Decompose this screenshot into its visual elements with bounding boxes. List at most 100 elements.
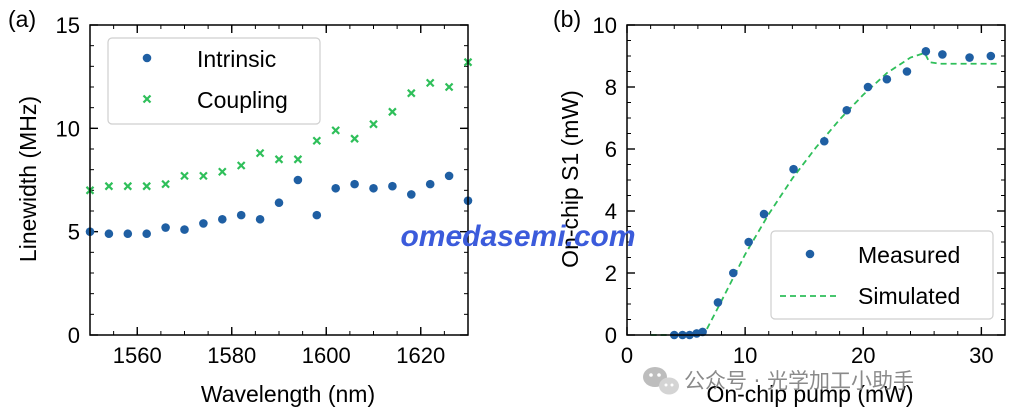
panel-a-y-tick-label: 10 <box>56 116 80 141</box>
panel-a-legend-box <box>107 37 321 125</box>
legend-measured-marker <box>805 249 815 259</box>
intrinsic-point <box>274 198 284 208</box>
coupling-point <box>293 155 303 164</box>
coupling-point <box>236 161 246 170</box>
panel-a-plot-frame <box>89 24 469 336</box>
panel-b-xlabel: On-chip pump (mW) <box>706 381 913 407</box>
measured-point <box>713 298 723 307</box>
coupling-point <box>104 181 114 191</box>
coupling-point <box>199 171 208 181</box>
intrinsic-point <box>123 229 133 239</box>
coupling-point <box>350 134 359 143</box>
intrinsic-point <box>255 214 265 224</box>
coupling-point <box>180 171 189 181</box>
intrinsic-point <box>293 175 303 185</box>
legend-coupling-marker <box>142 94 152 104</box>
panel-b-x-tick-label: 20 <box>851 343 875 368</box>
measured-point <box>863 82 873 92</box>
legend-simulated-label: Simulated <box>858 283 960 309</box>
panel-a-x-tick-label: 1620 <box>396 343 445 368</box>
coupling-point <box>161 179 170 189</box>
intrinsic-point <box>388 181 397 191</box>
panel-b-y-tick-label: 4 <box>605 199 617 224</box>
coupling-point <box>331 126 340 135</box>
intrinsic-point <box>444 171 454 181</box>
panel-b-x-tick-label: 30 <box>969 343 993 368</box>
panel-b-y-tick-label: 0 <box>605 323 617 348</box>
panel-a-tag: (a) <box>8 6 36 32</box>
measured-point <box>938 50 947 59</box>
measured-point <box>729 268 738 278</box>
panel-b-legend: Measured Simulated <box>770 230 994 320</box>
intrinsic-point <box>161 223 170 232</box>
panel-a-data <box>85 57 473 239</box>
intrinsic-point <box>350 179 359 189</box>
measured-point <box>698 327 707 337</box>
coupling-point <box>255 148 265 158</box>
panel-a-x-tick-label: 1560 <box>113 343 162 368</box>
measured-point <box>759 209 769 219</box>
credit: 公众号 · 光学加工小助手 <box>643 367 914 395</box>
measured-point <box>882 74 892 84</box>
panel-b-ticks: 0 10 20 30 0 2 4 6 8 10 <box>593 13 1006 368</box>
panel-b-y-tick-label: 8 <box>605 75 617 100</box>
intrinsic-point <box>407 190 416 199</box>
legend-intrinsic-label: Intrinsic <box>197 46 276 72</box>
coupling-point <box>444 82 454 92</box>
intrinsic-point <box>142 229 151 239</box>
panel-b-tag: (b) <box>553 6 581 32</box>
panel-a: (a) Wavelength (nm) Linewidth (MHz) 1560… <box>8 6 473 407</box>
intrinsic-point <box>331 183 341 193</box>
panel-a-ticks: 1560 1580 1600 1620 0 5 10 15 <box>56 13 469 368</box>
coupling-point <box>369 119 378 129</box>
intrinsic-point <box>180 225 189 234</box>
wechat-icon <box>643 367 679 395</box>
panel-b-ylabel: On-chip S1 (mW) <box>557 90 583 268</box>
measured-point <box>789 164 798 174</box>
panel-b-x-tick-label: 0 <box>621 343 633 368</box>
coupling-point <box>218 167 227 177</box>
panel-b: (b) On-chip pump (mW) On-chip S1 (mW) 0 1… <box>553 6 1006 407</box>
intrinsic-point <box>369 183 378 193</box>
intrinsic-point <box>104 229 114 239</box>
intrinsic-point <box>199 219 208 228</box>
measured-point <box>921 47 931 56</box>
measured-point <box>902 67 912 76</box>
intrinsic-point <box>218 214 227 224</box>
panel-a-y-tick-label: 15 <box>56 13 80 38</box>
coupling-point <box>388 107 397 117</box>
measured-point <box>842 105 852 115</box>
measured-point <box>965 53 974 62</box>
legend-coupling-label: Coupling <box>197 87 288 113</box>
panel-a-y-tick-label: 5 <box>68 220 80 245</box>
panel-b-data <box>650 47 1000 340</box>
panel-b-x-tick-label: 10 <box>733 343 757 368</box>
measured-point <box>819 136 829 146</box>
panel-b-y-tick-label: 2 <box>605 261 617 286</box>
intrinsic-point <box>236 210 246 220</box>
panel-a-x-tick-label: 1580 <box>207 343 256 368</box>
coupling-point <box>123 181 133 191</box>
intrinsic-point <box>312 210 322 220</box>
credit-text: 公众号 · 光学加工小助手 <box>684 369 914 393</box>
panel-b-y-tick-label: 10 <box>593 13 617 38</box>
coupling-point <box>312 136 322 146</box>
panel-b-y-tick-label: 6 <box>605 137 617 162</box>
panel-a-y-tick-label: 0 <box>68 323 80 348</box>
panel-a-xlabel: Wavelength (nm) <box>201 381 375 407</box>
measured-point <box>986 51 996 61</box>
legend-intrinsic-marker <box>142 53 152 63</box>
intrinsic-point <box>425 179 435 189</box>
coupling-point <box>274 155 284 164</box>
panel-a-ylabel: Linewidth (MHz) <box>15 96 41 262</box>
panel-b-plot-frame <box>626 24 1006 336</box>
coupling-point <box>407 88 416 98</box>
coupling-point <box>142 181 151 191</box>
coupling-point <box>425 78 435 88</box>
panel-a-legend: Intrinsic Coupling <box>107 37 321 125</box>
legend-measured-label: Measured <box>858 242 960 268</box>
panel-b-legend-box <box>770 230 994 320</box>
measured-point <box>744 237 753 247</box>
panel-a-x-tick-label: 1600 <box>302 343 351 368</box>
